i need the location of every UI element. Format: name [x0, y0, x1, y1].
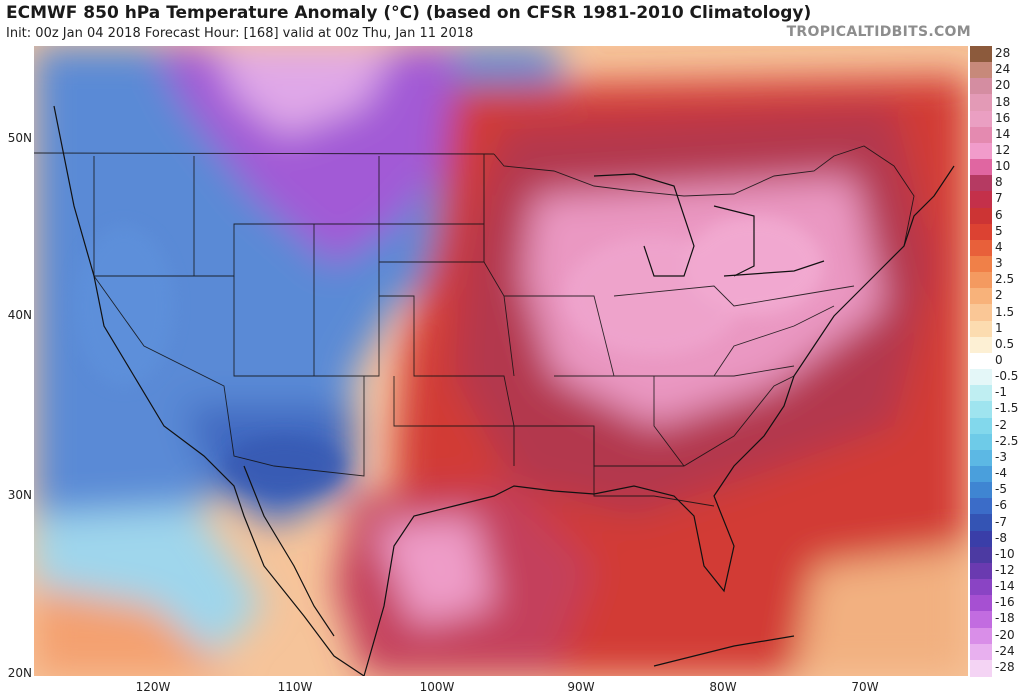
- colorbar-label: 12: [995, 143, 1011, 157]
- colorbar-label: 16: [995, 110, 1011, 125]
- lon-label: 120W: [135, 680, 171, 694]
- colorbar-swatch: [970, 530, 992, 548]
- lon-label: 100W: [419, 680, 455, 694]
- colorbar-label: 3: [995, 256, 1003, 271]
- colorbar-label: 20: [995, 78, 1011, 93]
- brand-watermark: TROPICALTIDBITS.COM: [786, 24, 971, 40]
- map-title: ECMWF 850 hPa Temperature Anomaly (°C) (…: [6, 3, 812, 23]
- colorbar-label: -20: [995, 627, 1015, 642]
- colorbar-label: -10: [995, 546, 1015, 561]
- colorbar-swatch: [970, 579, 992, 596]
- colorbar-swatch: [970, 46, 992, 63]
- colorbar-swatch: [970, 94, 992, 112]
- colorbar-label: -18: [995, 611, 1015, 626]
- colorbar-label: 0: [995, 353, 1003, 367]
- colorbar-label: -7: [995, 514, 1007, 529]
- colorbar-label: 18: [995, 94, 1011, 109]
- colorbar-swatch: [970, 304, 992, 322]
- colorbar-swatch: [970, 385, 992, 402]
- colorbar-label: -3: [995, 449, 1007, 464]
- lat-label: 40N: [7, 308, 32, 322]
- colorbar-swatch: [970, 142, 992, 160]
- colorbar-swatch: [970, 466, 992, 483]
- lat-label: 20N: [7, 666, 32, 680]
- colorbar-label: -14: [995, 579, 1015, 594]
- lon-label: 110W: [277, 680, 313, 694]
- colorbar-swatch: [970, 78, 992, 96]
- colorbar-swatch: [970, 595, 992, 612]
- colorbar-swatch: [970, 352, 992, 370]
- colorbar-swatch: [970, 562, 992, 580]
- colorbar-label: 4: [995, 239, 1003, 254]
- colorbar-swatch: [970, 175, 992, 192]
- colorbar-label: 14: [995, 126, 1011, 141]
- colorbar-swatch: [970, 320, 992, 338]
- colorbar-label: -4: [995, 466, 1007, 481]
- colorbar-label: -24: [995, 643, 1015, 658]
- colorbar: [970, 46, 992, 677]
- colorbar-label: -5: [995, 482, 1007, 497]
- coastlines: [53, 105, 955, 676]
- colorbar-label: -0.5: [995, 369, 1019, 384]
- colorbar-swatch: [970, 336, 992, 354]
- lon-label: 90W: [567, 680, 595, 694]
- colorbar-label: 1.5: [995, 304, 1015, 319]
- colorbar-label: 7: [995, 191, 1003, 206]
- colorbar-label: -1: [995, 385, 1007, 400]
- colorbar-label: 6: [995, 207, 1003, 222]
- colorbar-swatch: [970, 417, 992, 435]
- colorbar-swatch: [970, 514, 992, 532]
- colorbar-label: -28: [995, 659, 1015, 674]
- colorbar-label: 10: [995, 159, 1011, 174]
- colorbar-swatch: [970, 498, 992, 516]
- colorbar-label: -2.5: [995, 433, 1019, 448]
- colorbar-swatch: [970, 239, 992, 257]
- colorbar-label: -1.5: [995, 401, 1019, 416]
- forecast-info: Init: 00z Jan 04 2018 Forecast Hour: [16…: [6, 26, 474, 41]
- colorbar-swatch: [970, 62, 992, 79]
- colorbar-label: -8: [995, 530, 1007, 545]
- colorbar-label: -2: [995, 417, 1007, 432]
- colorbar-label: -12: [995, 563, 1015, 577]
- colorbar-swatch: [970, 401, 992, 419]
- lon-label: 80W: [709, 680, 737, 694]
- lat-label: 50N: [7, 131, 32, 145]
- colorbar-swatch: [970, 369, 992, 386]
- colorbar-swatch: [970, 659, 992, 677]
- colorbar-swatch: [970, 482, 992, 499]
- lon-label: 70W: [851, 680, 879, 694]
- colorbar-swatch: [970, 191, 992, 209]
- colorbar-swatch: [970, 611, 992, 629]
- colorbar-label: 2: [995, 288, 1003, 303]
- colorbar-swatch: [970, 546, 992, 564]
- colorbar-swatch: [970, 207, 992, 225]
- colorbar-swatch: [970, 288, 992, 306]
- colorbar-swatch: [970, 126, 992, 144]
- header: ECMWF 850 hPa Temperature Anomaly (°C) (…: [0, 0, 1024, 46]
- colorbar-swatch: [970, 449, 992, 467]
- colorbar-label: 24: [995, 62, 1011, 77]
- colorbar-swatch: [970, 643, 992, 661]
- colorbar-label: 5: [995, 223, 1003, 238]
- colorbar-swatch: [970, 627, 992, 645]
- colorbar-swatch: [970, 223, 992, 241]
- colorbar-label: 1: [995, 320, 1003, 335]
- colorbar-swatch: [970, 256, 992, 273]
- colorbar-label: 0.5: [995, 336, 1015, 351]
- colorbar-label: -16: [995, 595, 1015, 610]
- colorbar-label: 2.5: [995, 272, 1015, 287]
- colorbar-swatch: [970, 272, 992, 289]
- lat-label: 30N: [7, 488, 32, 502]
- state-borders: [34, 145, 915, 507]
- colorbar-label: 8: [995, 175, 1003, 190]
- colorbar-label: 28: [995, 46, 1011, 61]
- colorbar-swatch: [970, 110, 992, 128]
- colorbar-label: -6: [995, 498, 1007, 513]
- colorbar-swatch: [970, 433, 992, 451]
- colorbar-swatch: [970, 159, 992, 176]
- anomaly-map: [34, 46, 968, 676]
